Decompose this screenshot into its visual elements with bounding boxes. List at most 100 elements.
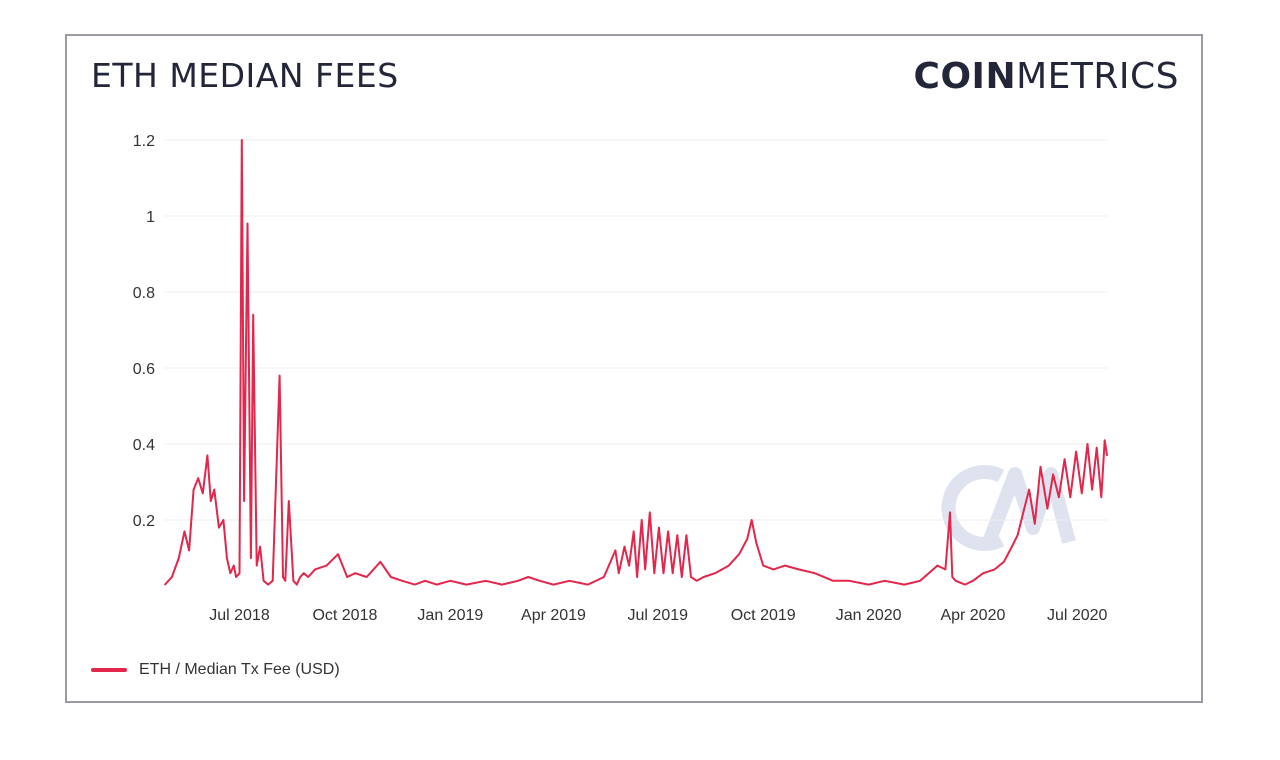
data-point xyxy=(681,576,683,578)
data-point xyxy=(314,568,316,571)
data-point xyxy=(259,545,261,548)
data-point xyxy=(623,545,626,548)
data-point xyxy=(325,564,328,567)
y-tick-label: 0.2 xyxy=(133,513,155,530)
data-point xyxy=(288,500,290,502)
data-point xyxy=(1016,534,1019,536)
data-point xyxy=(401,580,404,582)
data-point xyxy=(465,583,468,586)
data-point xyxy=(1069,496,1072,499)
data-point xyxy=(435,583,438,586)
data-point xyxy=(271,580,274,582)
data-point xyxy=(632,530,635,533)
data-point xyxy=(1095,447,1098,449)
data-point xyxy=(618,572,620,574)
data-point xyxy=(568,580,571,582)
x-tick-label: Oct 2019 xyxy=(731,607,796,624)
data-point xyxy=(238,572,241,574)
data-point xyxy=(972,580,974,582)
data-point xyxy=(695,580,698,582)
data-point xyxy=(284,580,287,582)
y-tick-label: 0.6 xyxy=(133,361,155,378)
data-point xyxy=(365,576,368,578)
data-point xyxy=(379,561,382,563)
data-point xyxy=(919,580,921,582)
data-point xyxy=(944,568,947,571)
data-point xyxy=(728,564,730,567)
data-point xyxy=(867,583,870,586)
data-point xyxy=(246,222,249,225)
line-chart: 0.2 0.4 0.6 0.8 1 1.2 Jul 2018 Oct 2018 Jan 201… xyxy=(133,133,1108,624)
data-point xyxy=(1052,473,1054,476)
legend: ETH / Median Tx Fee (USD) xyxy=(91,661,340,679)
data-point xyxy=(517,580,519,582)
grid-lines xyxy=(165,139,1107,521)
data-point xyxy=(603,576,605,578)
data-point xyxy=(213,488,216,491)
data-point xyxy=(192,488,195,491)
data-point xyxy=(243,500,245,502)
data-point xyxy=(346,576,349,578)
data-point xyxy=(1075,450,1077,453)
data-point xyxy=(210,500,212,502)
data-point xyxy=(784,564,786,567)
data-point xyxy=(218,526,220,529)
data-point xyxy=(262,580,265,582)
data-point xyxy=(337,553,339,555)
data-point xyxy=(233,564,235,567)
y-tick-label: 1.2 xyxy=(133,133,155,150)
brand-logo-bold: COIN xyxy=(913,56,1017,97)
data-point xyxy=(750,519,753,521)
data-point xyxy=(1058,496,1060,499)
data-point xyxy=(1091,488,1093,491)
data-point xyxy=(302,572,305,574)
y-tick-label: 0.8 xyxy=(133,285,155,302)
data-point xyxy=(188,549,190,552)
data-point xyxy=(993,568,996,571)
data-point xyxy=(1022,511,1025,514)
data-point xyxy=(738,553,740,555)
data-point xyxy=(936,564,939,567)
data-point xyxy=(1028,488,1030,491)
chart-card: ETH MEDIAN FEES COINMETRICS 0.2 0.4 0.6 0.8… xyxy=(65,34,1203,703)
x-tick-label: Jan 2019 xyxy=(417,607,483,624)
data-point xyxy=(951,576,954,578)
data-point xyxy=(653,572,656,574)
data-point xyxy=(1039,466,1042,468)
x-tick-label: Oct 2018 xyxy=(312,607,377,624)
data-point xyxy=(814,572,816,574)
data-point xyxy=(299,576,301,578)
data-point xyxy=(954,580,957,582)
x-axis: Jul 2018 Oct 2018 Jan 2019 Apr 2019 Jul 2019… xyxy=(209,607,1107,624)
data-point xyxy=(640,519,643,521)
data-point xyxy=(229,572,232,574)
data-point xyxy=(883,580,886,582)
data-point xyxy=(296,583,298,586)
x-tick-label: Jul 2018 xyxy=(209,607,270,624)
data-point xyxy=(903,583,905,586)
data-point xyxy=(226,557,228,559)
data-point xyxy=(390,576,392,578)
data-point xyxy=(690,576,692,578)
data-point xyxy=(250,557,252,559)
x-tick-label: Jul 2020 xyxy=(1047,607,1108,624)
data-point xyxy=(538,580,541,582)
legend-swatch xyxy=(91,668,127,672)
data-point xyxy=(1086,443,1089,445)
data-point xyxy=(671,572,674,574)
data-point xyxy=(676,534,679,536)
data-point xyxy=(267,583,269,586)
data-point xyxy=(235,576,237,578)
data-point xyxy=(848,580,850,582)
data-point xyxy=(1063,458,1066,461)
watermark-c xyxy=(941,465,1005,551)
data-point xyxy=(614,549,617,552)
watermark-m xyxy=(982,467,1076,545)
data-point xyxy=(1034,523,1036,525)
coinmetrics-logo-icon xyxy=(941,465,1076,551)
data-point xyxy=(772,568,775,571)
data-point xyxy=(964,583,966,586)
data-point xyxy=(206,454,209,457)
x-tick-label: Apr 2020 xyxy=(940,607,1005,624)
data-point xyxy=(746,538,748,540)
